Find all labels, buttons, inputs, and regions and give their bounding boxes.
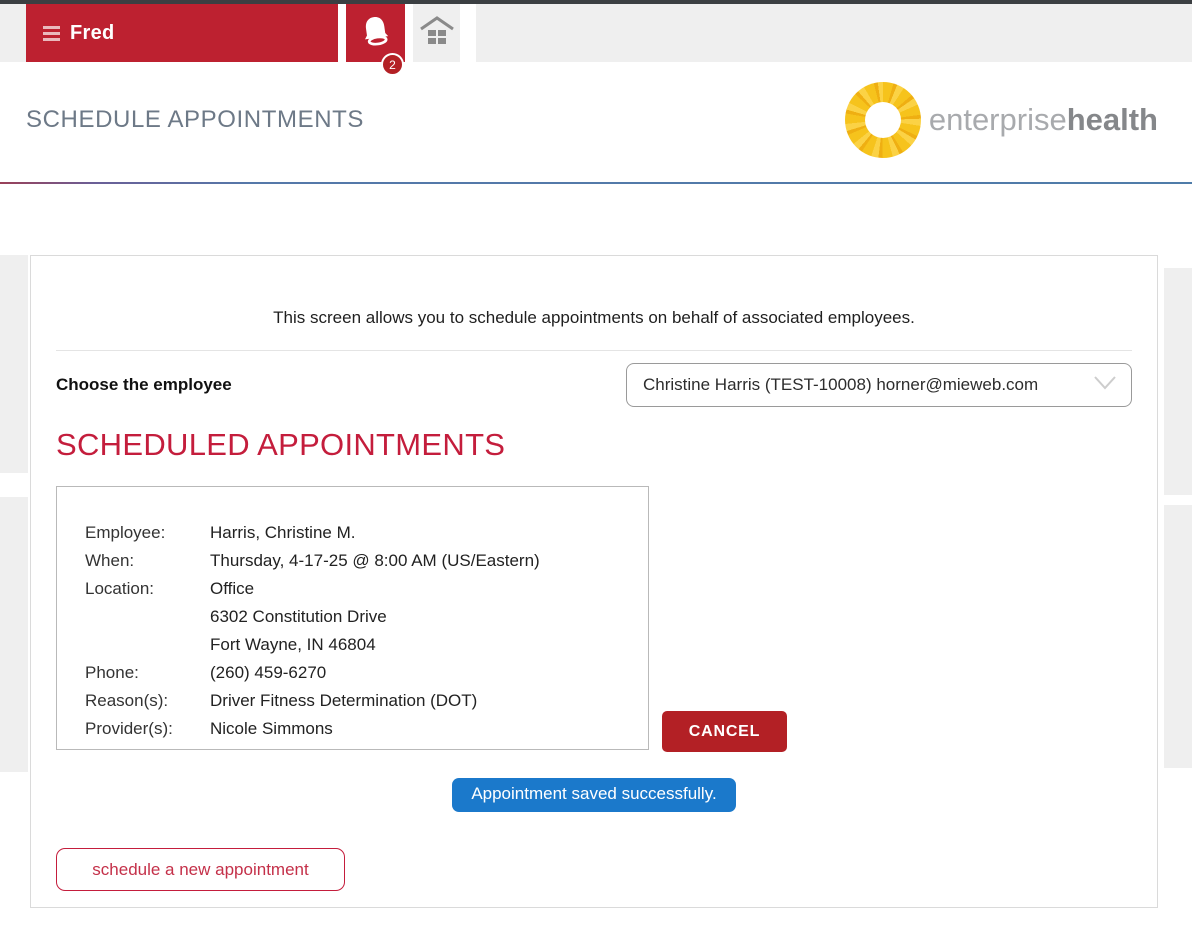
choose-employee-row: Choose the employee Christine Harris (TE…: [56, 363, 1132, 407]
topbar-right-pad: [476, 4, 1192, 62]
appointment-field-label-spacer: [85, 603, 210, 631]
appointment-field-value: 6302 Constitution Drive: [210, 607, 387, 626]
notification-badge: 2: [381, 53, 404, 76]
appointment-details-box: Employee: Harris, Christine M. When: Thu…: [56, 486, 649, 750]
appointment-area: Employee: Harris, Christine M. When: Thu…: [56, 486, 1132, 752]
appointment-field-value: Nicole Simmons: [210, 719, 333, 738]
background-panel: [0, 255, 28, 473]
appointment-field-value: Harris, Christine M.: [210, 523, 356, 542]
appointment-field-value: Fort Wayne, IN 46804: [210, 635, 376, 654]
scheduled-appointments-heading: SCHEDULED APPOINTMENTS: [56, 427, 506, 462]
notifications-button[interactable]: [346, 4, 405, 62]
employee-select-value: Christine Harris (TEST-10008) horner@mie…: [643, 375, 1039, 394]
background-panel: [1164, 268, 1192, 495]
background-panel: [0, 497, 28, 772]
appointment-field-value: (260) 459-6270: [210, 663, 327, 682]
schedule-appointments-card: This screen allows you to schedule appoi…: [30, 255, 1158, 908]
home-button[interactable]: [413, 4, 460, 62]
user-menu-button[interactable]: Fred: [26, 4, 338, 62]
header-divider: [0, 182, 1192, 184]
appointment-details-grid: Employee: Harris, Christine M. When: Thu…: [85, 519, 638, 743]
cancel-button[interactable]: CANCEL: [662, 711, 787, 752]
choose-employee-label: Choose the employee: [56, 375, 232, 394]
appointment-field-value: Thursday, 4-17-25 @ 8:00 AM (US/Eastern): [210, 551, 540, 570]
chevron-down-icon: [1093, 375, 1117, 395]
appointment-field-value: Driver Fitness Determination (DOT): [210, 691, 478, 710]
bell-icon: [355, 10, 396, 56]
user-name: Fred: [70, 21, 115, 44]
logo-text-regular: enterprise: [928, 102, 1067, 137]
appointment-field-label: Reason(s):: [85, 691, 169, 710]
home-icon: [418, 15, 456, 52]
page-title: SCHEDULE APPOINTMENTS: [26, 106, 364, 133]
sun-logo-icon: [844, 82, 921, 158]
hamburger-icon[interactable]: [43, 25, 60, 41]
divider: [56, 350, 1132, 351]
logo-text-bold: health: [1066, 102, 1158, 137]
logo-text: enterprisehealth: [929, 102, 1158, 138]
background-panel: [1164, 505, 1192, 768]
topbar-left-pad: [0, 4, 26, 62]
appointment-field-label: Phone:: [85, 663, 139, 682]
appointment-field-label: When:: [85, 551, 135, 570]
status-banner: Appointment saved successfully.: [452, 778, 736, 812]
top-strip: [0, 0, 1192, 4]
schedule-new-appointment-button[interactable]: schedule a new appointment: [56, 848, 345, 891]
appointment-field-label-spacer: [85, 631, 210, 659]
topbar: Fred 2: [0, 4, 1192, 76]
appointment-field-value: Office: [210, 579, 255, 598]
employee-select[interactable]: Christine Harris (TEST-10008) horner@mie…: [626, 363, 1132, 407]
appointment-field-label: Location:: [85, 579, 154, 598]
appointment-field-label: Provider(s):: [85, 719, 173, 738]
intro-text: This screen allows you to schedule appoi…: [273, 308, 915, 327]
appointment-field-label: Employee:: [85, 523, 166, 542]
enterprise-health-logo: enterprisehealth: [844, 82, 1158, 158]
